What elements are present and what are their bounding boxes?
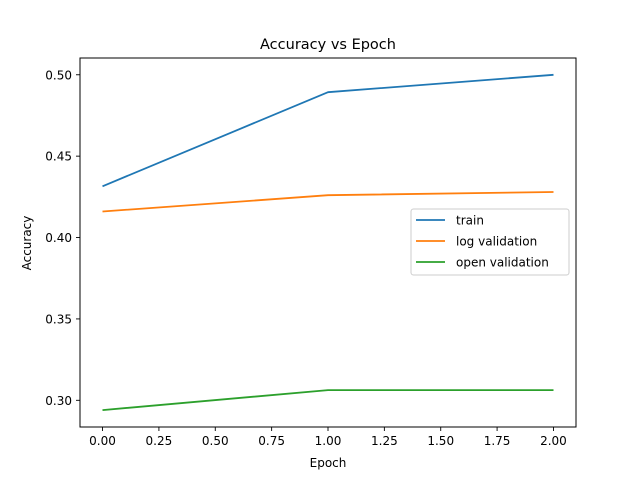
legend-label-2: open validation xyxy=(456,256,549,270)
legend-box xyxy=(410,208,570,276)
x-tick-label: 0.50 xyxy=(202,434,229,448)
series-layer xyxy=(102,73,554,411)
series-line-2 xyxy=(102,389,554,411)
legend-items: train log validation open validation xyxy=(416,214,549,270)
x-axis-ticks: 0.00 0.25 0.50 0.75 1.00 1.25 1.50 1.75 2.00 xyxy=(89,427,567,448)
y-axis-ticks: 0.30 0.35 0.40 0.45 0.50 xyxy=(45,68,80,408)
x-axis-label: Epoch xyxy=(310,456,347,470)
y-tick-label: 0.45 xyxy=(45,150,72,164)
x-tick-label: 0.25 xyxy=(146,434,173,448)
chart-title: Accuracy vs Epoch xyxy=(260,37,396,53)
y-tick-label: 0.35 xyxy=(45,312,72,326)
y-tick-label: 0.30 xyxy=(45,394,72,408)
x-tick-label: 0.00 xyxy=(89,434,116,448)
y-tick-label: 0.50 xyxy=(45,68,72,82)
legend-label-0: train xyxy=(456,214,484,228)
x-tick-label: 1.25 xyxy=(371,434,398,448)
x-tick-label: 1.75 xyxy=(484,434,511,448)
x-tick-label: 0.75 xyxy=(258,434,285,448)
y-axis-label: Accuracy xyxy=(20,216,34,271)
legend-label-1: log validation xyxy=(456,235,537,249)
legend: train log validation open validation xyxy=(410,208,570,276)
series-line-0 xyxy=(102,73,554,188)
series-line-1 xyxy=(102,191,554,213)
x-tick-label: 2.00 xyxy=(540,434,567,448)
x-tick-label: 1.50 xyxy=(427,434,454,448)
x-tick-label: 1.00 xyxy=(315,434,342,448)
y-tick-label: 0.40 xyxy=(45,231,72,245)
